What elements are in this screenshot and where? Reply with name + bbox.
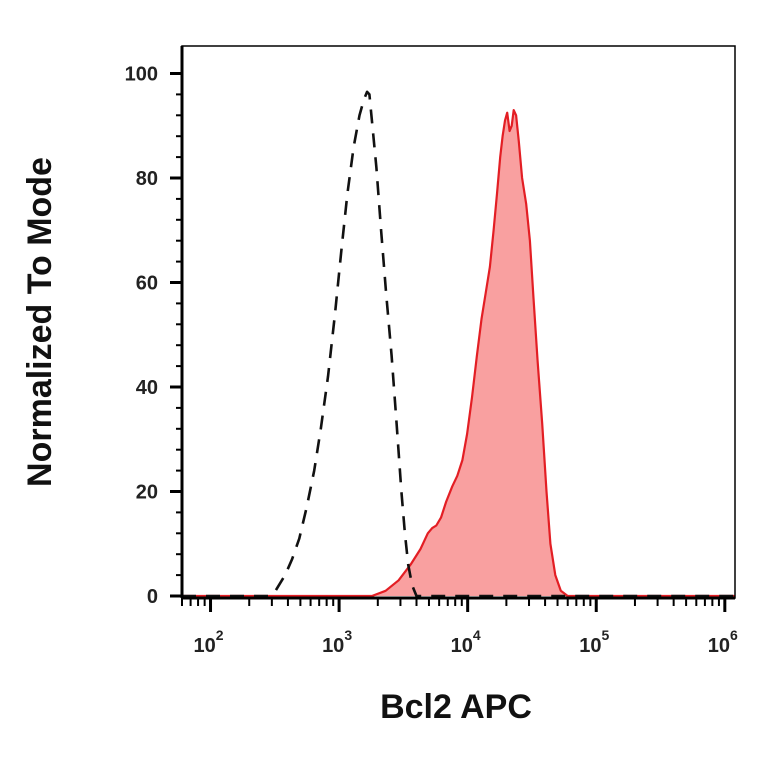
y-tick-label: 80 [136, 168, 158, 190]
x-tick-exponent: 6 [730, 627, 738, 643]
y-axis-title: Normalized To Mode [21, 157, 59, 487]
x-tick-exponent: 5 [601, 627, 609, 643]
plot-series [182, 90, 735, 598]
x-axis: 102 103 104 105 106 [181, 596, 738, 657]
series-line-dashed [182, 90, 735, 598]
x-tick-exponent: 2 [216, 627, 224, 643]
x-tick-exponent: 3 [344, 627, 352, 643]
x-tick-label: 106 [708, 627, 738, 657]
y-tick-label: 100 [125, 64, 158, 86]
x-tick-label: 103 [322, 627, 352, 657]
x-tick-base: 10 [322, 635, 344, 657]
series-line-filled [182, 109, 735, 598]
x-tick-exponent: 4 [473, 627, 481, 643]
x-axis-title: Bcl2 APC [380, 688, 532, 726]
series-fill-area [182, 110, 735, 596]
x-tick-base: 10 [708, 635, 730, 657]
y-axis: 0 20 40 60 80 100 [125, 46, 184, 608]
x-tick-base: 10 [194, 635, 216, 657]
y-tick-label: 40 [136, 377, 158, 399]
x-tick-base: 10 [579, 635, 601, 657]
y-tick-label: 60 [136, 273, 158, 295]
x-tick-label: 104 [451, 627, 481, 657]
x-tick-base: 10 [451, 635, 473, 657]
y-tick-label: 0 [147, 586, 158, 608]
x-tick-label: 102 [194, 627, 224, 657]
y-tick-label: 20 [136, 482, 158, 504]
x-tick-label: 105 [579, 627, 609, 657]
